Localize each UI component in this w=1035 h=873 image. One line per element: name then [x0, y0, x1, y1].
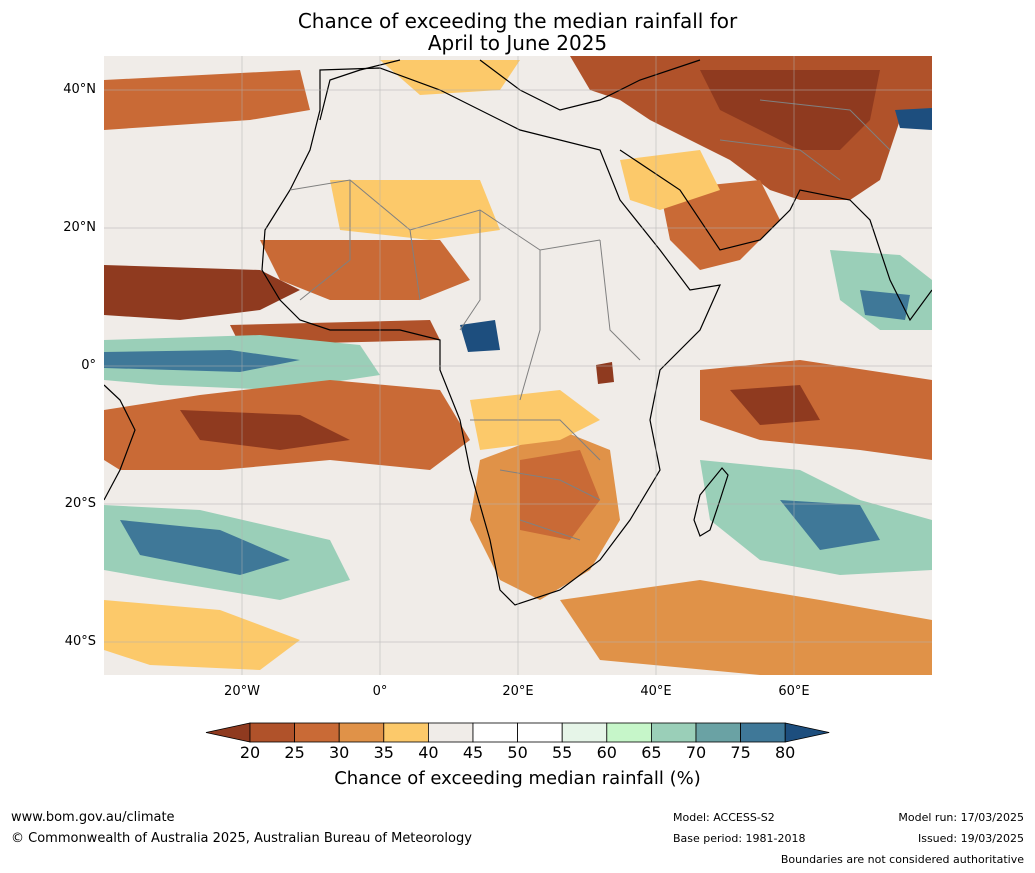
footer-issued: Issued: 19/03/2025 [917, 832, 1024, 845]
colorbar-tick-75: 75 [730, 743, 751, 762]
colorbar-bin-65-70 [651, 722, 697, 743]
moderate-band-sahara [330, 180, 500, 240]
lon-label-40e: 40°E [640, 684, 672, 699]
colorbar-extend-low [205, 722, 251, 743]
very-wet-region-arabian-sea [860, 290, 910, 320]
colorbar-bin-30-35 [338, 722, 385, 743]
colorbar-bin-35-40 [383, 722, 429, 743]
dry-spot-lake-victoria [596, 362, 614, 384]
footer-copyright: © Commonwealth of Australia 2025, Austra… [11, 831, 472, 846]
colorbar-tick-20: 20 [239, 743, 261, 762]
wet-region-himalaya [895, 108, 932, 130]
footer-model: Model: ACCESS-S2 [673, 811, 775, 824]
lat-label-20n: 20°N [63, 220, 96, 235]
africa-coastline [261, 67, 722, 606]
lat-label-0: 0° [81, 358, 96, 373]
colorbar-tick-50: 50 [507, 743, 528, 762]
colorbar-bin-75-80 [740, 722, 786, 743]
colorbar-tick-65: 65 [641, 743, 662, 762]
moderate-region-arabia [620, 150, 720, 210]
colorbar-bin-50-55 [517, 722, 563, 743]
lon-label-60e: 60°E [778, 684, 810, 699]
lon-label-20e: 20°E [502, 684, 534, 699]
footer-base-period: Base period: 1981-2018 [673, 832, 806, 845]
dry-region-iberia [104, 70, 310, 130]
lon-label-0: 0° [372, 684, 388, 699]
title-line-1: Chance of exceeding the median rainfall … [297, 9, 738, 33]
colorbar-bin-40-45 [427, 722, 474, 743]
very-wet-region-indian-ocean [780, 500, 880, 550]
lon-label-20w: 20°W [224, 684, 260, 699]
colorbar-tick-55: 55 [552, 743, 573, 762]
footer-disclaimer: Boundaries are not considered authoritat… [780, 853, 1024, 866]
country-boundaries [289, 99, 891, 541]
colorbar-bin-20-25 [249, 722, 295, 743]
dry-region-southern-ocean-west [104, 600, 300, 670]
footer-website: www.bom.gov.au/climate [11, 810, 175, 825]
very-dry-region-southern-africa [520, 450, 600, 540]
very-dry-region-equatorial-indian-ocean [730, 385, 820, 425]
title-line-2: April to June 2025 [427, 31, 608, 55]
very-wet-region-south-atlantic [120, 520, 290, 575]
colorbar-tick-80: 80 [775, 743, 796, 762]
very-dry-plume-south-atlantic [180, 410, 350, 450]
dry-region-arabia [660, 180, 780, 270]
lat-label-20s: 20°S [64, 496, 96, 511]
colorbar-bin-45-50 [472, 722, 518, 743]
dry-region-south-indian-ocean [560, 580, 932, 675]
arabia-coastline [619, 149, 932, 322]
very-wet-band-equatorial-atlantic [104, 350, 300, 372]
colorbar-tick-40: 40 [418, 743, 439, 762]
dry-region-equatorial-indian-ocean [700, 360, 932, 460]
colorbar-tick-25: 25 [284, 743, 305, 762]
footer-model-run: Model run: 17/03/2025 [898, 811, 1024, 824]
lat-label-40s: 40°S [64, 634, 96, 649]
colorbar [205, 722, 830, 743]
colorbar-tick-70: 70 [685, 743, 707, 762]
wet-spot-congo [460, 320, 500, 352]
graticule [104, 56, 932, 675]
south-america-coastline [104, 384, 136, 501]
madagascar-coastline [693, 467, 729, 537]
colorbar-tick-60: 60 [596, 743, 617, 762]
colorbar-bin-60-65 [606, 722, 652, 743]
colorbar-tick-35: 35 [373, 743, 394, 762]
colorbar-bin-25-30 [294, 722, 340, 743]
moderate-region-europe [380, 60, 520, 95]
lat-label-40n: 40°N [63, 82, 96, 97]
colorbar-title: Chance of exceeding median rainfall (%) [334, 768, 701, 789]
colorbar-bin-55-60 [561, 722, 608, 743]
colorbar-tick-45: 45 [462, 743, 484, 762]
colorbar-tick-30: 30 [329, 743, 350, 762]
colorbar-bin-70-75 [695, 722, 741, 743]
map-area [104, 56, 932, 675]
map-title: Chance of exceeding the median rainfall … [0, 10, 1035, 54]
colorbar-extend-high [784, 722, 830, 743]
dry-band-sahel-west [104, 265, 300, 320]
